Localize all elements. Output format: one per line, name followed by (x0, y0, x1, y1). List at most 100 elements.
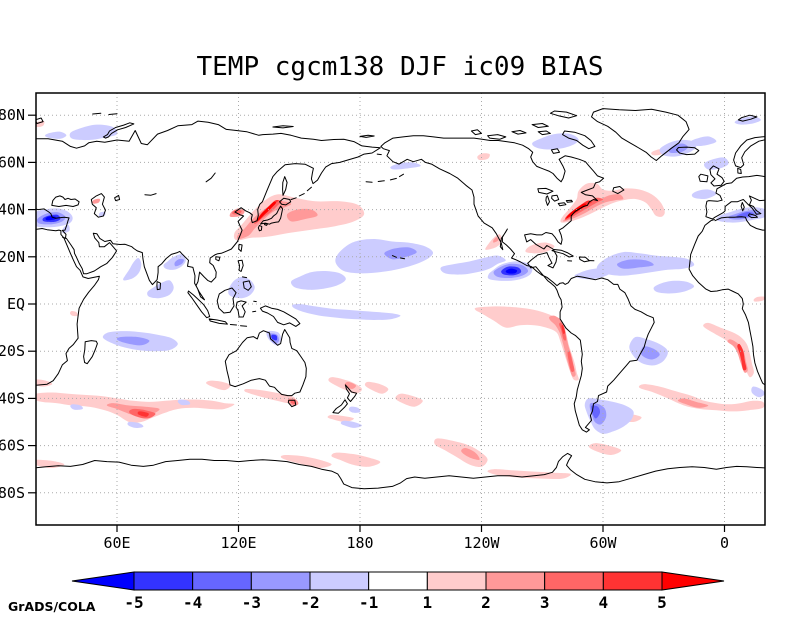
colorbar-box (309, 571, 370, 591)
lat-tick-label: 20N (0, 248, 25, 266)
anomaly-region (461, 447, 480, 460)
anomaly-region (292, 303, 401, 320)
anomaly-region (617, 259, 654, 269)
colorbar-box (192, 571, 252, 591)
anomaly-region (177, 399, 191, 406)
coastline (282, 176, 288, 196)
anomaly-region (477, 153, 490, 161)
coastline (511, 130, 527, 135)
coastline (156, 281, 161, 291)
colorbar-label: -5 (124, 593, 143, 612)
coastline (263, 223, 268, 226)
colorbar-label: 3 (540, 593, 550, 612)
coastline (688, 219, 765, 386)
coastline (551, 194, 560, 202)
anomaly-region (493, 237, 499, 243)
coastline (36, 117, 44, 124)
colorbar-label: -1 (359, 593, 378, 612)
credit-stamp: GrADS/COLA (8, 599, 96, 614)
anomaly-region (638, 384, 765, 412)
anomaly-region (691, 189, 717, 200)
coastline (377, 180, 385, 182)
coastline (676, 146, 700, 156)
coastline (90, 193, 106, 218)
coastline (391, 255, 397, 258)
coastline (591, 108, 690, 161)
coastline (562, 130, 596, 150)
colorbar-label: 5 (657, 593, 667, 612)
anomaly-region (62, 224, 70, 234)
anomaly-region (92, 198, 101, 204)
colorbar-arrow-right (661, 571, 725, 591)
coastline (144, 193, 157, 196)
coastline (240, 325, 248, 327)
anomaly-region (137, 411, 149, 417)
anomaly-region (567, 350, 575, 373)
coastline (747, 213, 758, 219)
coastline (376, 153, 382, 156)
coastline (714, 216, 765, 231)
coastline (733, 136, 765, 169)
coastline (550, 148, 560, 154)
coastline (279, 197, 292, 206)
anomaly-region (505, 268, 518, 274)
colorbar-box (133, 571, 194, 591)
coastline (36, 452, 765, 490)
colorbar-label: 2 (481, 593, 491, 612)
anomaly-region (640, 346, 660, 360)
anomaly-region (690, 136, 717, 147)
lat-tick-label: 20S (0, 342, 25, 360)
colorbar-label: -4 (183, 593, 202, 612)
coastline (187, 290, 211, 319)
anomaly-region (116, 336, 150, 346)
coastline (51, 195, 80, 207)
colorbar: -5 -4 -3 -2 -1 1 2 3 4 5 (71, 571, 725, 612)
plot-title: TEMP cgcm138 DJF ic09 BIAS (197, 52, 604, 82)
coastline (545, 195, 550, 206)
anomaly-region (286, 208, 318, 222)
coastline (389, 177, 397, 181)
coastline (698, 173, 709, 183)
coastline (359, 134, 375, 138)
lat-tick-label: 40N (0, 201, 25, 219)
coastline (290, 197, 297, 200)
coastline (224, 329, 307, 397)
anomaly-region (340, 420, 362, 428)
anomaly-region (70, 404, 83, 410)
anomaly-region (384, 247, 417, 260)
coastline (215, 256, 221, 262)
colorbar-box (426, 571, 487, 591)
anomaly-region (69, 311, 78, 317)
coastline (272, 125, 294, 129)
coastline (208, 318, 228, 325)
coastline (205, 172, 216, 183)
coastline (332, 399, 348, 414)
lon-tick-label: 0 (720, 534, 729, 552)
lat-tick-label: 80S (0, 484, 25, 502)
coastline (287, 399, 297, 408)
coastline (83, 340, 98, 365)
anomaly-region (751, 386, 765, 398)
coastline (578, 256, 590, 263)
anomaly-region (434, 438, 488, 468)
gridline-layer (36, 93, 765, 525)
lat-tick-label: 80N (0, 106, 25, 124)
anomaly-region (588, 443, 622, 456)
coastline (399, 173, 404, 178)
lon-tick-label: 180 (346, 534, 373, 552)
anomaly-region (36, 120, 45, 128)
colorbar-box (544, 571, 604, 591)
anomaly-region (737, 343, 747, 371)
lon-tick-label: 60W (589, 534, 617, 552)
coastline (487, 134, 507, 140)
anomaly-region (280, 454, 332, 468)
coastline (257, 224, 263, 232)
colorbar-label: -2 (300, 593, 319, 612)
coastline (551, 249, 574, 258)
anomaly-region (335, 239, 434, 274)
coastline (259, 205, 284, 225)
colorbar-label: -3 (242, 593, 261, 612)
coastline (242, 276, 248, 279)
anomaly-region (236, 201, 292, 240)
